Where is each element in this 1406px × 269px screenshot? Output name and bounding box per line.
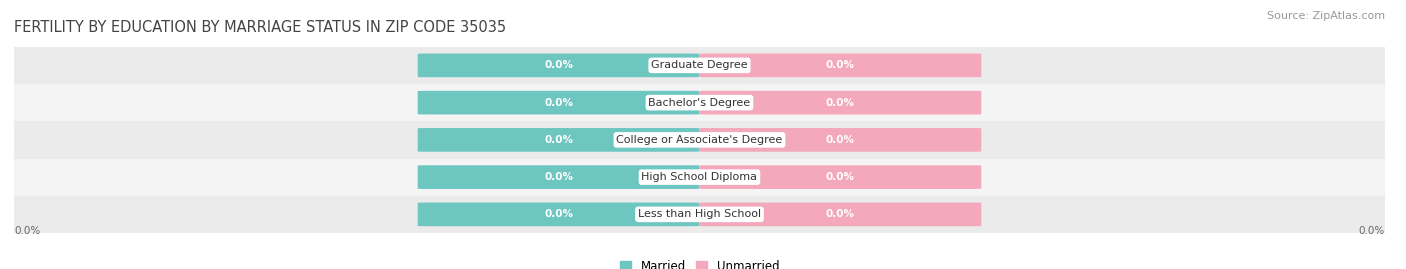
FancyBboxPatch shape [699,165,981,189]
Text: Source: ZipAtlas.com: Source: ZipAtlas.com [1267,11,1385,21]
Text: FERTILITY BY EDUCATION BY MARRIAGE STATUS IN ZIP CODE 35035: FERTILITY BY EDUCATION BY MARRIAGE STATU… [14,20,506,35]
FancyBboxPatch shape [699,91,981,115]
Text: 0.0%: 0.0% [825,60,855,70]
Legend: Married, Unmarried: Married, Unmarried [620,260,779,269]
Text: 0.0%: 0.0% [544,209,574,220]
Text: High School Diploma: High School Diploma [641,172,758,182]
FancyBboxPatch shape [699,54,981,77]
FancyBboxPatch shape [418,54,699,77]
Text: College or Associate's Degree: College or Associate's Degree [616,135,783,145]
Text: 0.0%: 0.0% [544,98,574,108]
Text: 0.0%: 0.0% [1358,226,1385,236]
FancyBboxPatch shape [418,128,699,152]
Text: 0.0%: 0.0% [825,135,855,145]
Text: Bachelor's Degree: Bachelor's Degree [648,98,751,108]
Bar [14,47,1385,84]
FancyBboxPatch shape [418,203,699,226]
Text: 0.0%: 0.0% [544,60,574,70]
Text: 0.0%: 0.0% [825,172,855,182]
Text: 0.0%: 0.0% [544,172,574,182]
FancyBboxPatch shape [699,203,981,226]
Text: Less than High School: Less than High School [638,209,761,220]
Text: 0.0%: 0.0% [544,135,574,145]
Bar [14,196,1385,233]
Text: 0.0%: 0.0% [825,98,855,108]
Text: 0.0%: 0.0% [14,226,41,236]
Text: 0.0%: 0.0% [825,209,855,220]
FancyBboxPatch shape [418,91,699,115]
Bar [14,158,1385,196]
FancyBboxPatch shape [418,165,699,189]
Bar [14,84,1385,121]
Text: Graduate Degree: Graduate Degree [651,60,748,70]
Bar [14,121,1385,158]
FancyBboxPatch shape [699,128,981,152]
